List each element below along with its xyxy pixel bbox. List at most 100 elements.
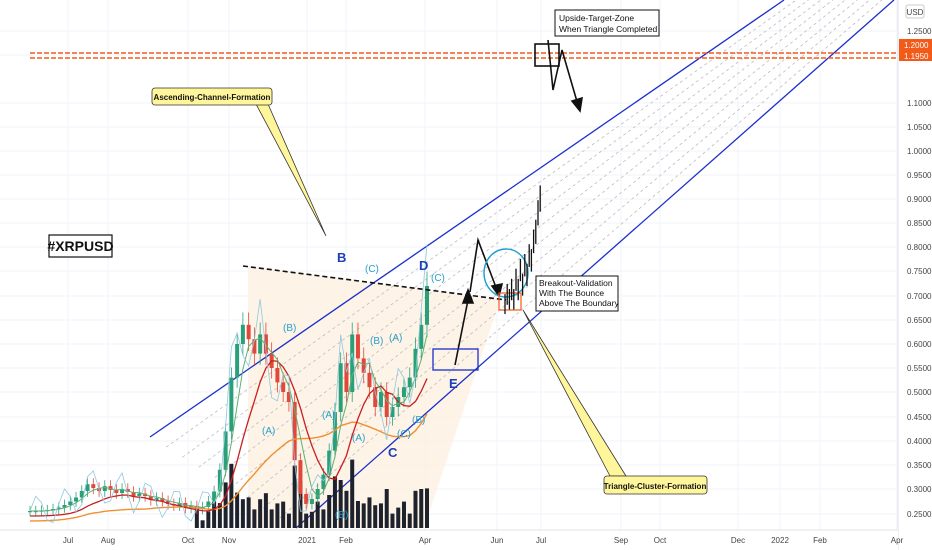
candle-body: [298, 460, 303, 494]
candle-body: [304, 494, 309, 504]
wave-c-minor-3: (C): [397, 429, 411, 440]
candle-body: [108, 486, 113, 490]
candle-body: [332, 412, 337, 451]
symbol-box: [48, 234, 113, 258]
time-tick-label: Jul: [63, 536, 73, 545]
candle-body: [28, 511, 32, 513]
price-tag-label: 1.1950: [904, 52, 929, 61]
moving-average-orange: [30, 413, 428, 522]
price-tick-label: 0.9000: [907, 195, 932, 204]
candle-body: [425, 286, 429, 325]
volume-bar: [286, 513, 291, 528]
price-tick-label: 0.6500: [907, 316, 932, 325]
channel-mid-line: [279, 0, 883, 519]
volume-bar: [217, 503, 222, 528]
candle-body: [367, 372, 372, 388]
time-tick-label: 2021: [298, 536, 316, 545]
volume-bar: [373, 505, 378, 528]
price-tag-bg: [899, 50, 932, 61]
candle-body: [33, 511, 38, 513]
wave-c-minor-1: (C): [365, 264, 379, 275]
channel-mid-line: [198, 0, 821, 468]
volume-bar: [315, 501, 320, 528]
candle-body: [229, 377, 234, 432]
wave-labels: B D E C (C) (C) (B) (A) (B) (A) (A) (C) …: [262, 250, 458, 521]
volume-bar: [200, 520, 205, 528]
volume-bar: [275, 503, 280, 528]
volume-bar: [281, 501, 286, 528]
volume-bar: [246, 497, 251, 528]
candle-body: [102, 486, 107, 491]
target-zone-box: [534, 43, 560, 67]
usd-badge: [905, 4, 925, 19]
volume-bar: [355, 501, 360, 528]
wave-b-minor-1: (B): [283, 323, 296, 334]
breakout-note-text: Breakout-Validation With The Bounce Above …: [539, 278, 619, 308]
time-tick-label: Feb: [339, 536, 353, 545]
candle-body: [321, 474, 326, 489]
volume-bar: [240, 499, 245, 528]
volume-bar: [321, 509, 326, 528]
candle-body: [68, 501, 73, 505]
price-tick-label: 1.2500: [907, 27, 932, 36]
volume-bar: [206, 511, 211, 528]
price-tick-label: 0.4000: [907, 437, 932, 446]
wave-a-minor-1: (A): [389, 333, 402, 344]
candle-body: [286, 392, 291, 402]
wave-b-major: B: [337, 250, 346, 265]
candle-body: [275, 368, 280, 383]
wave-b-minor-4: (B): [335, 510, 348, 521]
volume-bar: [378, 503, 383, 528]
currency-label: USD: [907, 8, 924, 17]
candle-body: [235, 344, 240, 378]
candle-body: [177, 503, 182, 506]
price-tick-label: 1.0500: [907, 123, 932, 132]
time-tick-label: Nov: [222, 536, 236, 545]
volume-bar: [419, 489, 424, 528]
time-tick-label: Oct: [182, 536, 195, 545]
channel-mid-line: [230, 0, 846, 488]
candle-body: [56, 507, 61, 509]
volume-bar: [292, 465, 297, 528]
volume-bar: [263, 493, 268, 528]
candle-body: [390, 407, 395, 417]
channel-upper-line: [149, 0, 785, 438]
candle-body: [373, 387, 378, 407]
price-tick-label: 0.7000: [907, 292, 932, 301]
candle-body: [252, 339, 257, 354]
candle-body: [217, 469, 222, 492]
candle-body: [338, 363, 343, 412]
candle-body: [350, 334, 355, 392]
time-tick-label: Aug: [101, 536, 115, 545]
candle-body: [355, 334, 360, 359]
candle-body: [263, 334, 268, 354]
volume-bar: [332, 476, 337, 528]
volume-bar: [298, 480, 303, 528]
candle-body: [401, 387, 406, 397]
volume-bar: [401, 501, 406, 528]
price-tick-label: 0.6000: [907, 340, 932, 349]
candle-body: [344, 363, 349, 392]
candle-body: [120, 489, 125, 493]
volume-bar: [304, 513, 309, 528]
volume-bar: [384, 489, 389, 528]
candle-body: [327, 450, 332, 475]
target-note-text: Upside-Target-Zone When Triangle Complete…: [559, 13, 658, 34]
channel-callout-text: Ascending-Channel-Formation: [154, 93, 271, 102]
price-tick-label: 0.2500: [907, 510, 932, 519]
volume-bar: [212, 501, 217, 528]
channel-mid-line: [182, 0, 809, 458]
time-tick-label: Sep: [614, 536, 629, 545]
arrow-head-3: [570, 96, 583, 113]
time-tick-label: Apr: [419, 536, 432, 545]
volume-bar: [396, 507, 401, 528]
candle-body: [51, 509, 56, 511]
price-tick-label: 0.8000: [907, 243, 932, 252]
volume-bar: [367, 497, 372, 528]
triangle-callout-box: [603, 475, 708, 495]
price-ticks: 1.25001.15001.10001.05001.00000.95000.90…: [907, 27, 932, 519]
moving-average-red: [30, 360, 428, 517]
candle-body: [74, 497, 79, 502]
price-tag-label: 1.2000: [904, 41, 929, 50]
